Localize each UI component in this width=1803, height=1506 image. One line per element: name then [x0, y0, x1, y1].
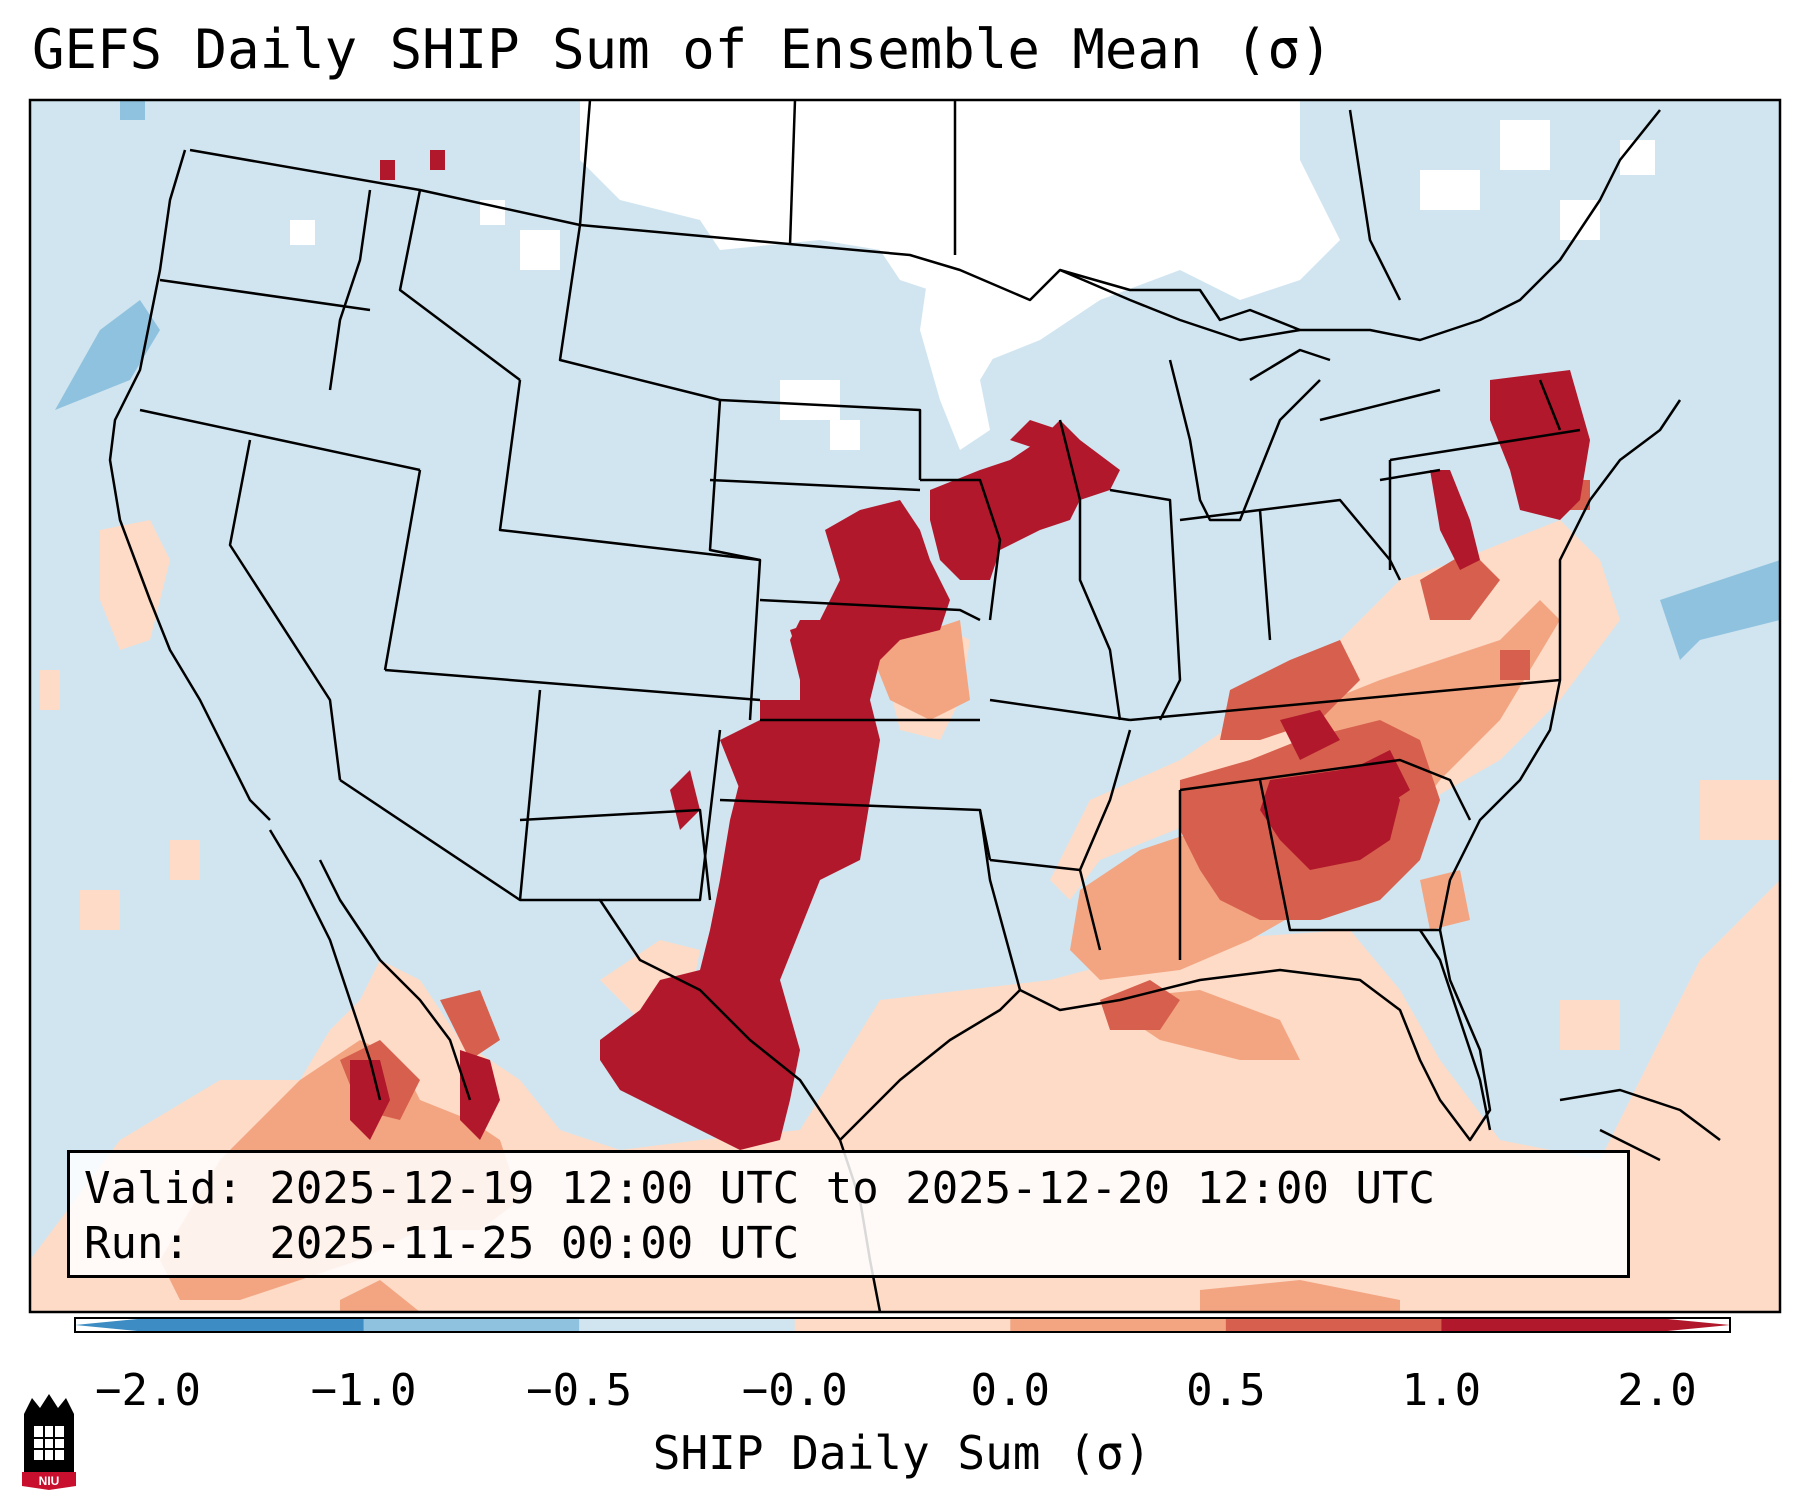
niu-logo: NIU [22, 1394, 76, 1490]
colorbar-segment [794, 1318, 1011, 1332]
colorbar-tick-label: −1.0 [310, 1365, 417, 1416]
colorbar-segment [1010, 1318, 1227, 1332]
map-frame [28, 98, 1782, 1314]
colorbar-tick-label: 0.5 [1186, 1365, 1266, 1416]
colorbar-extend-low [75, 1318, 148, 1332]
valid-run-info-box: Valid: 2025-12-19 12:00 UTC to 2025-12-2… [67, 1150, 1630, 1278]
valid-time-line: Valid: 2025-12-19 12:00 UTC to 2025-12-2… [84, 1163, 1436, 1214]
page-title: GEFS Daily SHIP Sum of Ensemble Mean (σ) [32, 18, 1333, 81]
anomaly-field [30, 100, 1780, 1312]
colorbar-tick-label: 0.0 [970, 1365, 1051, 1416]
near-zero-regions [290, 100, 1655, 450]
colorbar-label: SHIP Daily Sum (σ) [652, 1426, 1152, 1480]
colorbar-segment [148, 1318, 365, 1332]
run-time-line: Run: 2025-11-25 00:00 UTC [84, 1218, 800, 1269]
colorbar-tick-label: −2.0 [95, 1365, 201, 1416]
colorbar-tick-label: 1.0 [1401, 1365, 1482, 1416]
extreme-positive-regions [350, 150, 1590, 1150]
colorbar-segment [1441, 1318, 1658, 1332]
colorbar-segment [1225, 1318, 1442, 1332]
state-and-coast-lines [108, 100, 1721, 1312]
colorbar-segment [363, 1318, 580, 1332]
colorbar-tick-label: 2.0 [1617, 1365, 1697, 1416]
colorbar-tick-label: −0.5 [526, 1365, 633, 1416]
svg-text:NIU: NIU [39, 1474, 60, 1488]
colorbar [74, 1317, 1731, 1333]
colorbar-tick-label: −0.0 [741, 1365, 848, 1416]
colorbar-segment [579, 1318, 796, 1332]
colorbar-extend-high [1657, 1318, 1730, 1332]
